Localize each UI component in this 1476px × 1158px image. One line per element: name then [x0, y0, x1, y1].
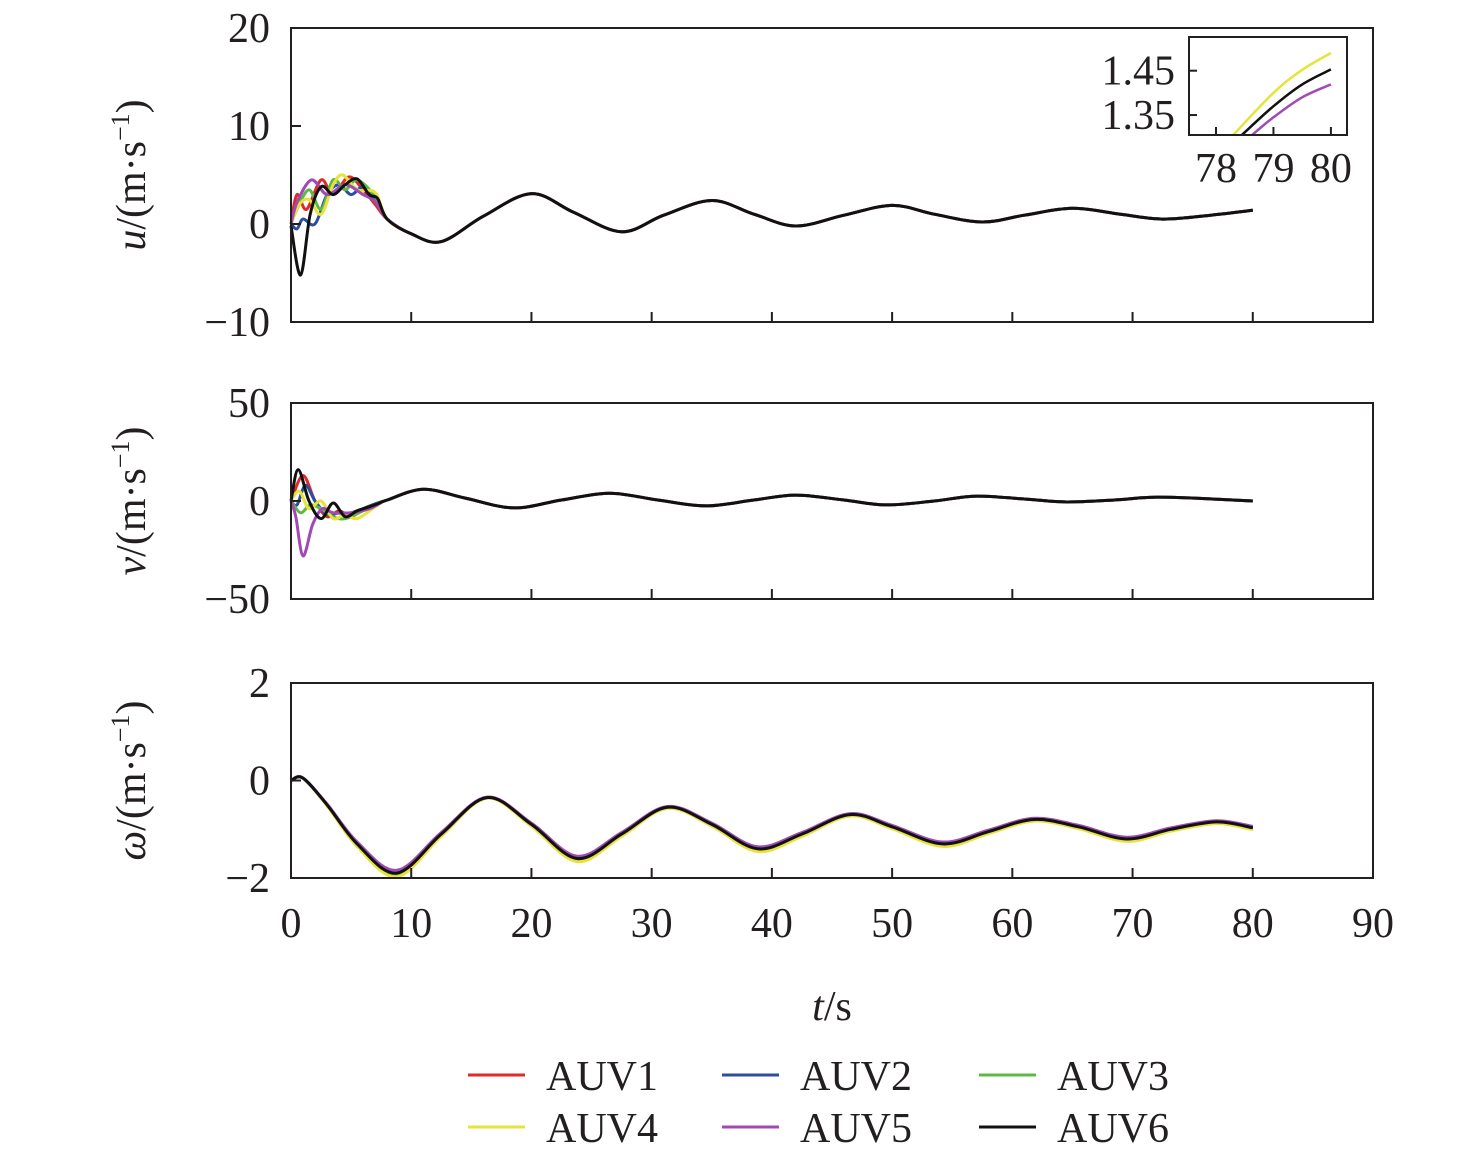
x-axis-label: t/s — [812, 984, 852, 1030]
legend-item-auv2: AUV2 — [722, 1054, 912, 1100]
inset-y-tick-label: 1.45 — [1102, 49, 1176, 95]
y-axis-label-var: u — [109, 230, 155, 251]
inset-line-auv4 — [1232, 51, 1332, 136]
y-axis-label-exp: −1 — [106, 441, 135, 469]
y-axis-label-exp: −1 — [106, 113, 135, 141]
series-line-auv3 — [290, 775, 1254, 877]
panel-w: 2 0 −2 ω/(m·s−1) — [106, 661, 1374, 902]
panel-u: 20 10 0 −10 u/(m·s−1) 1.451.35 78 79 80 — [106, 6, 1374, 346]
y-tick-label: 0 — [249, 479, 270, 525]
series-line-auv3 — [289, 177, 1253, 244]
y-tick-label: −50 — [204, 577, 270, 623]
x-tick-label: 60 — [991, 901, 1033, 947]
legend-item-auv5: AUV5 — [722, 1106, 912, 1152]
x-tick-label: 10 — [390, 901, 432, 947]
inset-line-auv6 — [1241, 68, 1332, 136]
y-tick-label: 20 — [228, 6, 270, 52]
legend-label: AUV6 — [1057, 1106, 1169, 1152]
x-tick-label: 20 — [510, 901, 552, 947]
panel-v: 50 0 −50 v/(m·s−1) — [106, 381, 1374, 623]
y-axis-label-var: ω — [109, 831, 155, 861]
legend-item-auv3: AUV3 — [979, 1054, 1169, 1100]
y-axis-label-close: ) — [109, 99, 155, 113]
series-line-auv1 — [290, 775, 1254, 876]
x-tick-label: 0 — [281, 901, 302, 947]
legend-label: AUV2 — [800, 1054, 912, 1100]
y-axis-label-unit: /(m·s — [109, 742, 155, 831]
legend: AUV1 AUV2 AUV3 AUV4 AUV5 AUV6 — [468, 1054, 1169, 1152]
inset-background — [1189, 37, 1347, 135]
legend-label: AUV3 — [1057, 1054, 1169, 1100]
inset-x-tick-label: 78 — [1195, 146, 1237, 192]
inset-x-tick-label: 80 — [1310, 146, 1352, 192]
x-tick-label: 30 — [631, 901, 673, 947]
legend-item-auv6: AUV6 — [979, 1106, 1169, 1152]
inset-frame — [1188, 36, 1348, 136]
series-line-auv4 — [289, 487, 1253, 521]
y-tick-label: 0 — [249, 202, 270, 248]
y-axis-label: u/(m·s−1) — [106, 99, 155, 250]
plot-frame — [290, 402, 1374, 600]
y-tick-label: 0 — [249, 759, 270, 805]
x-tick-label: 70 — [1112, 901, 1154, 947]
legend-label: AUV4 — [546, 1106, 658, 1152]
y-tick-label: −10 — [204, 300, 270, 346]
y-axis-label: v/(m·s−1) — [106, 427, 155, 576]
y-axis-label-exp: −1 — [106, 715, 135, 743]
y-axis-label-close: ) — [109, 701, 155, 715]
y-axis-label: ω/(m·s−1) — [106, 701, 155, 861]
plot-frame — [290, 27, 1374, 323]
legend-label: AUV5 — [800, 1106, 912, 1152]
y-axis-label-var: v — [109, 556, 155, 575]
x-tick-label: 40 — [751, 901, 793, 947]
x-axis-label-var: t — [812, 984, 825, 1030]
y-tick-label: 50 — [228, 381, 270, 427]
plot-frame — [290, 682, 1374, 879]
legend-item-auv4: AUV4 — [468, 1106, 658, 1152]
y-tick-label: −2 — [225, 856, 270, 902]
y-tick-label: 10 — [228, 104, 270, 150]
inset-zoom: 1.451.35 78 79 80 — [1102, 36, 1352, 192]
series-line-auv1 — [289, 175, 1253, 244]
inset-line-auv5 — [1251, 83, 1332, 136]
series-line-auv5 — [290, 775, 1254, 872]
series-line-auv3 — [289, 487, 1253, 521]
x-axis-label-unit: /s — [824, 984, 852, 1030]
y-axis-label-unit: /(m·s — [109, 468, 155, 557]
series-line-auv6 — [289, 468, 1253, 521]
series-line-auv2 — [290, 775, 1254, 875]
y-axis-label-unit: /(m·s — [109, 141, 155, 230]
series-line-auv6 — [289, 177, 1253, 277]
series-line-auv4 — [289, 173, 1253, 244]
y-axis-label-close: ) — [109, 427, 155, 441]
x-tick-label: 50 — [871, 901, 913, 947]
series-line-auv4 — [290, 775, 1254, 879]
legend-item-auv1: AUV1 — [468, 1054, 658, 1100]
y-tick-label: 2 — [249, 661, 270, 707]
x-tick-label: 80 — [1232, 901, 1274, 947]
legend-label: AUV1 — [546, 1054, 658, 1100]
inset-y-tick-label: 1.35 — [1102, 93, 1176, 139]
x-tick-label: 90 — [1352, 901, 1394, 947]
series-line-auv6 — [290, 775, 1254, 875]
inset-x-tick-label: 79 — [1252, 146, 1294, 192]
